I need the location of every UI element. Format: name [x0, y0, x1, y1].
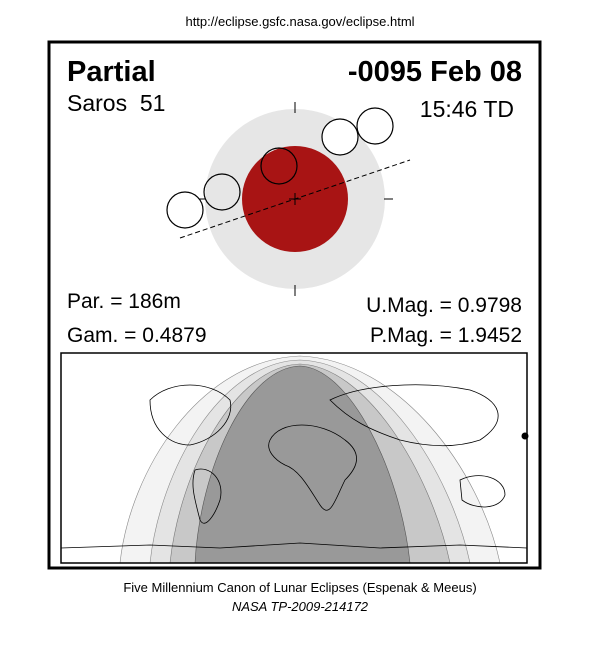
eclipse-type: Partial [67, 56, 156, 88]
continent-outline [149, 384, 232, 446]
penumbral-magnitude: P.Mag. = 1.9452 [370, 324, 522, 347]
moon [321, 118, 359, 156]
footer-title: Five Millennium Canon of Lunar Eclipses … [123, 580, 476, 595]
moon [166, 191, 204, 229]
continent-outline [329, 384, 499, 447]
eclipse-date: -0095 Feb 08 [348, 56, 522, 88]
eclipse-time: 15:46 TD [420, 96, 514, 122]
source-url: http://eclipse.gsfc.nasa.gov/eclipse.htm… [185, 14, 414, 29]
continent-outline [192, 468, 222, 524]
frame [47, 40, 542, 570]
moon [356, 107, 394, 145]
gamma: Gam. = 0.4879 [67, 324, 207, 347]
continent-outline [268, 424, 357, 511]
map-border [60, 352, 528, 564]
total-visibility-zone [194, 365, 411, 563]
footer-reference: NASA TP-2009-214172 [232, 599, 369, 614]
continent-outline [459, 475, 506, 508]
saros: Saros 51 [67, 90, 165, 116]
duration: Par. = 186m [67, 290, 181, 313]
visibility-map [60, 352, 529, 564]
moon [203, 173, 241, 211]
moon-positions [166, 107, 394, 229]
moon [260, 147, 298, 185]
umbral-magnitude: U.Mag. = 0.9798 [366, 294, 522, 317]
continent-outline [61, 542, 527, 549]
moon-marker [521, 432, 529, 440]
moon-path [179, 159, 411, 239]
